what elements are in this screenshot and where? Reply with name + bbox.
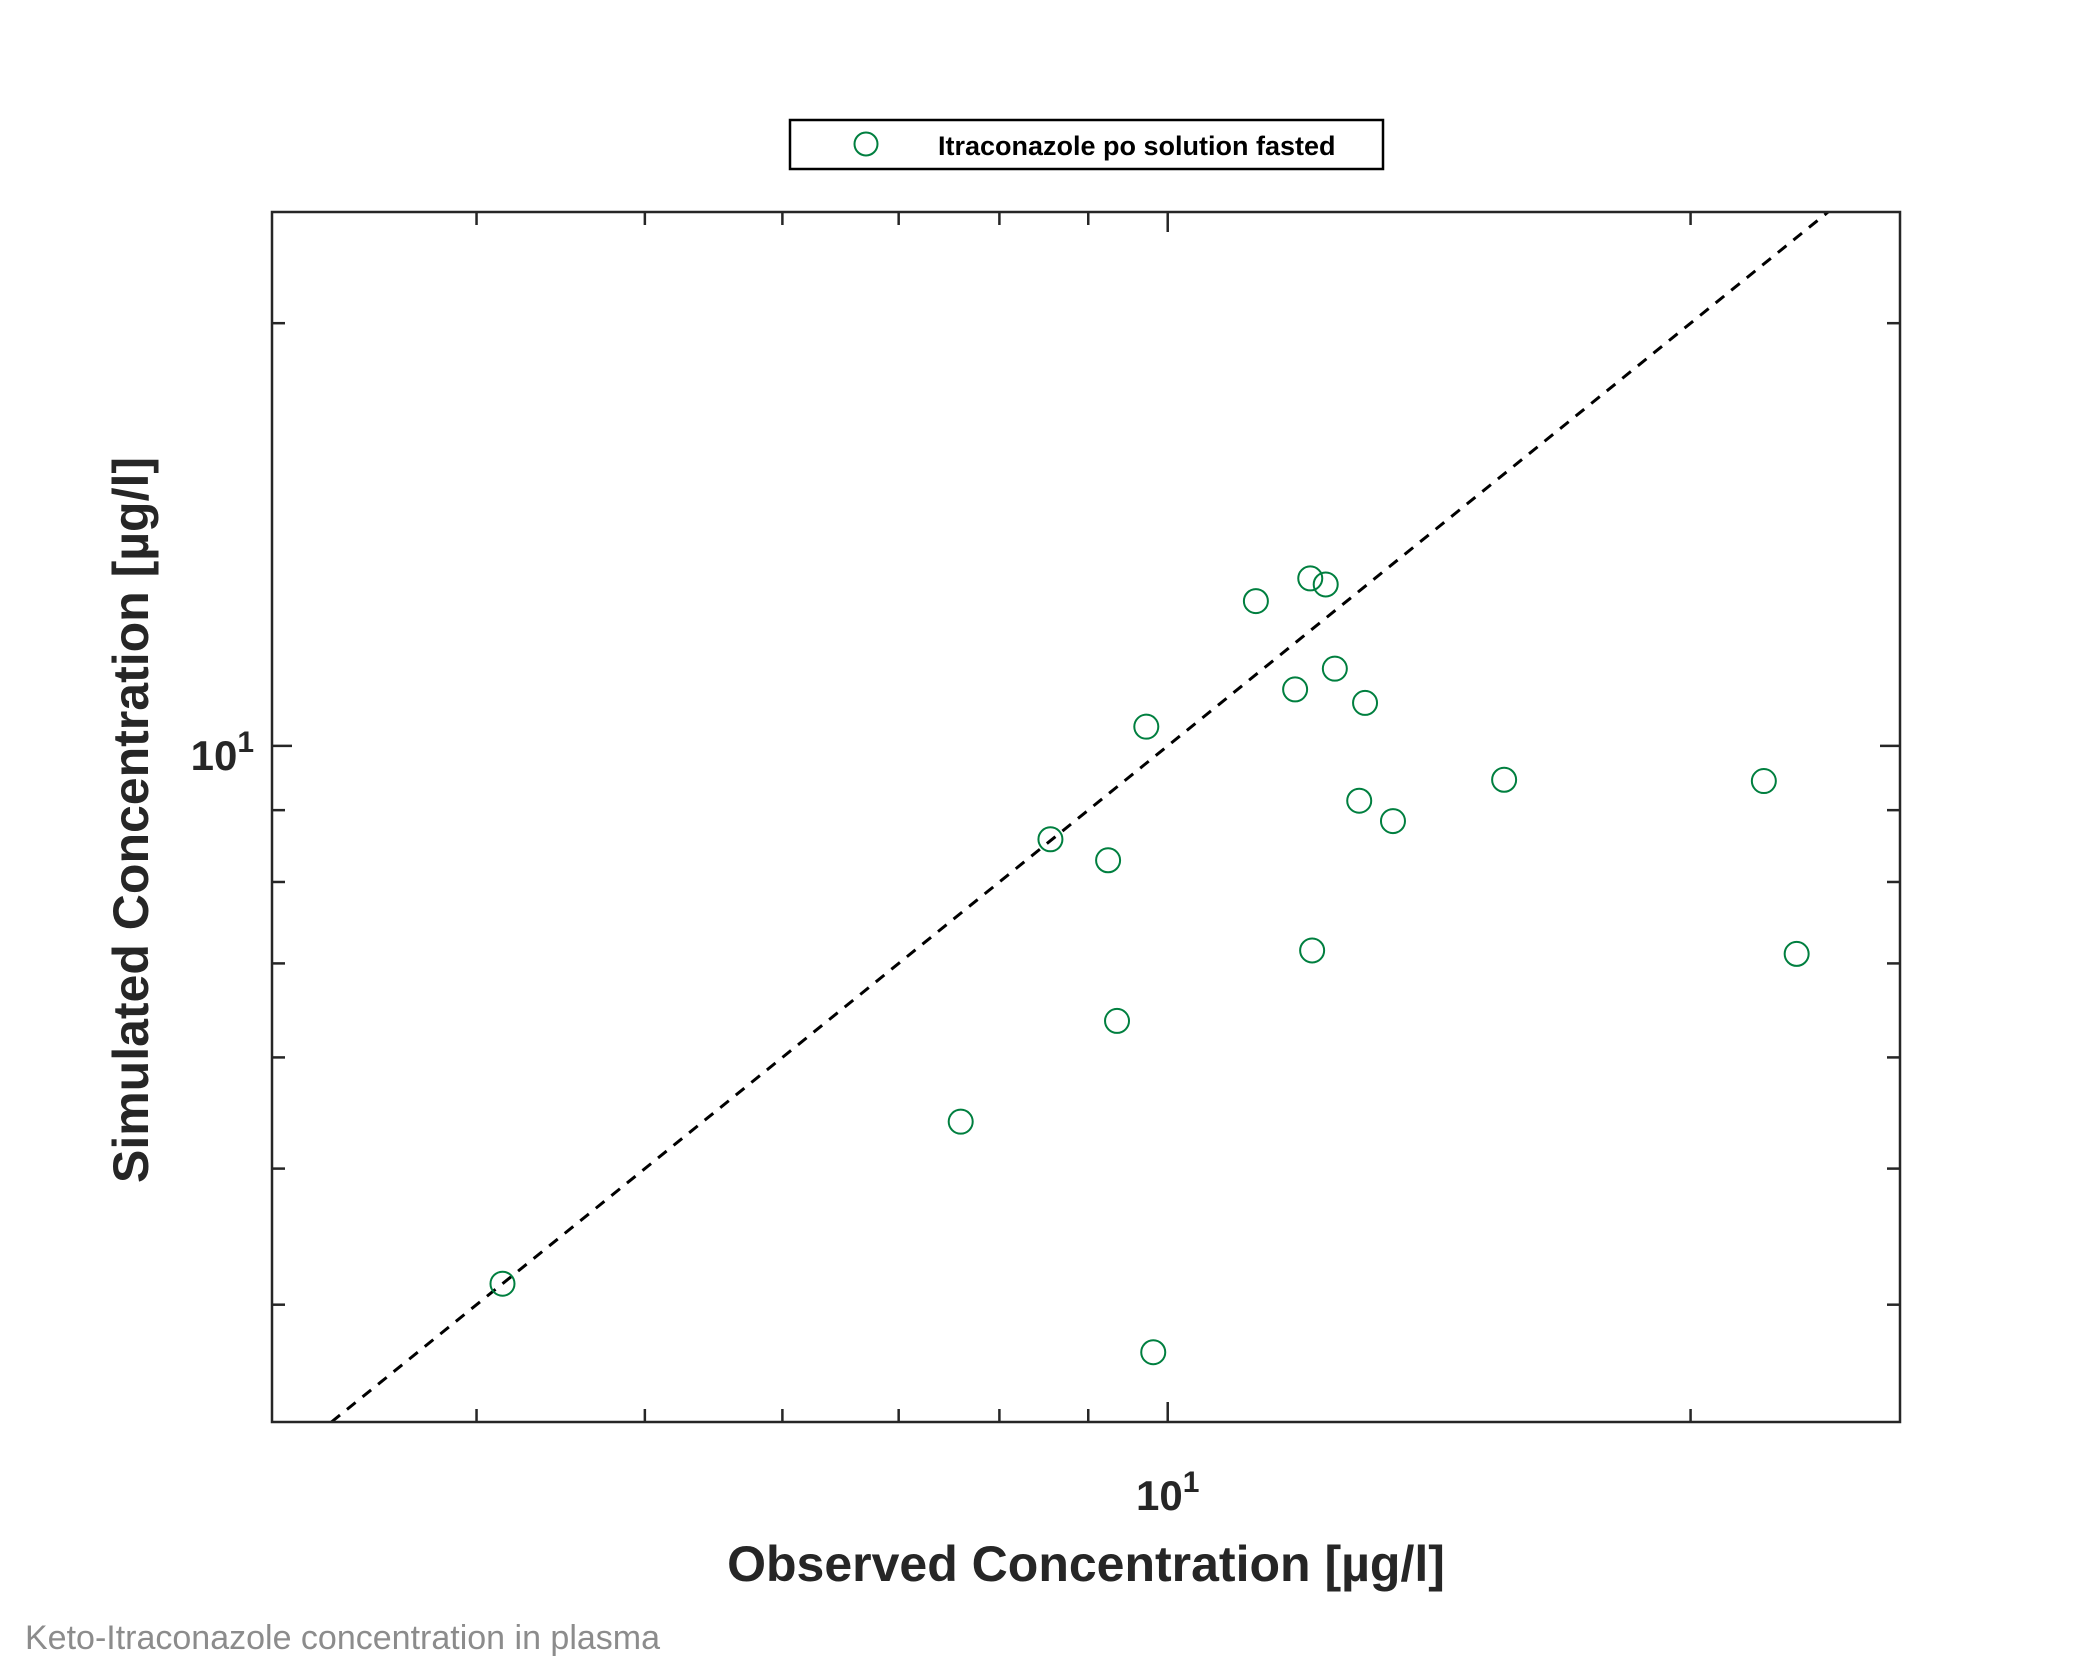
data-points [489, 565, 1810, 1366]
identity-line [330, 210, 1830, 1424]
data-point [1140, 1339, 1167, 1366]
data-point [1104, 1007, 1131, 1034]
minor-ticks [272, 212, 1900, 1422]
data-point [1783, 940, 1810, 967]
data-point [1312, 571, 1339, 598]
data-point [1352, 689, 1379, 716]
plot-area [272, 212, 1900, 1422]
plot-background [272, 212, 1900, 1422]
y-axis-label: Simulated Concentration [µg/l] [103, 457, 159, 1183]
data-point [1321, 655, 1348, 682]
legend-box [788, 118, 1385, 171]
x-axis-label: Observed Concentration [µg/l] [727, 1536, 1445, 1592]
y-tick-labels: 101 [191, 726, 254, 779]
figure-caption: Keto-Itraconazole concentration in plasm… [25, 1619, 660, 1657]
data-point [489, 1270, 516, 1297]
x-tick-label: 101 [1136, 1466, 1199, 1519]
data-point [1133, 713, 1160, 740]
major-ticks [272, 212, 1900, 1422]
data-point [1242, 588, 1269, 615]
data-point [1379, 808, 1406, 835]
data-point [1491, 766, 1518, 793]
data-point [1297, 565, 1324, 592]
data-point [1037, 826, 1064, 853]
data-point [1282, 676, 1309, 703]
data-point [1346, 787, 1373, 814]
plot-frame [270, 210, 1902, 1424]
data-point [1095, 847, 1122, 874]
legend: Itraconazole po solution fasted [788, 118, 1385, 171]
data-point [1750, 768, 1777, 795]
legend-entry-label: Itraconazole po solution fasted [938, 131, 1336, 161]
data-point [947, 1108, 974, 1135]
x-tick-labels: 101 [1136, 1466, 1199, 1519]
data-point [1299, 937, 1326, 964]
y-tick-label: 101 [191, 726, 254, 779]
legend-marker-circle [853, 131, 879, 157]
